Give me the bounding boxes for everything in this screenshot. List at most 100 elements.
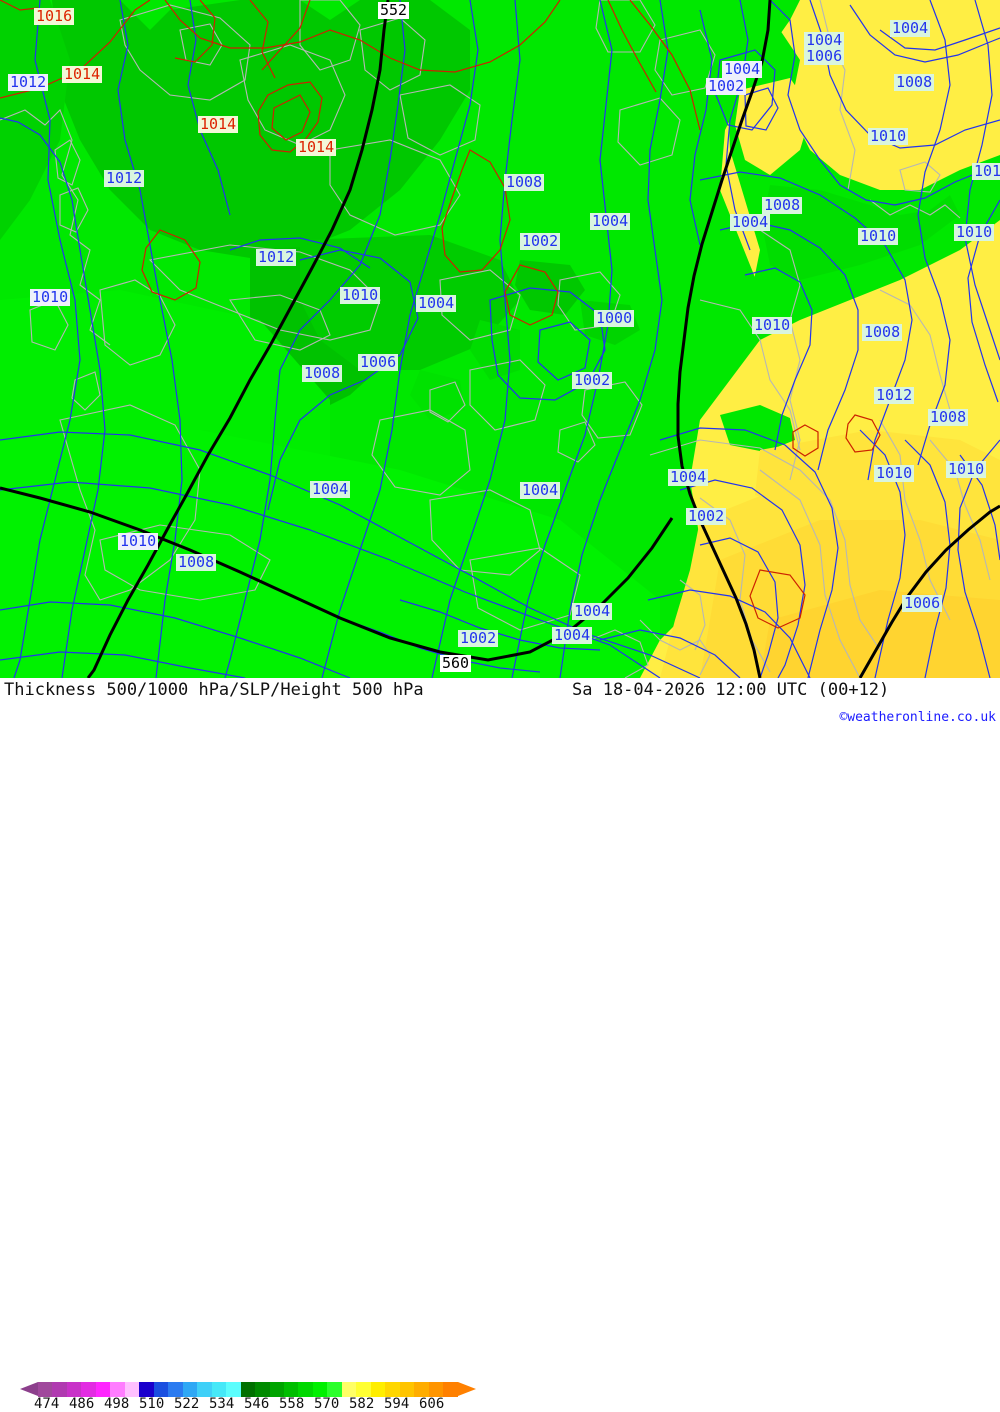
contour-label-1012-13: 1012 (104, 169, 145, 187)
contour-label-1008-30: 1008 (302, 364, 343, 382)
contour-label-1016-0: 1016 (34, 7, 75, 25)
colorbar-swatch-0 (38, 1382, 53, 1397)
contour-label-1010-27: 1010 (752, 316, 793, 334)
colorbar-tick-474: 474 (34, 1396, 60, 1412)
contour-label-1004-4: 1004 (890, 19, 931, 37)
contour-label-1000-26: 1000 (594, 309, 635, 327)
colorbar-tick-582: 582 (349, 1396, 375, 1412)
weather-map-canvas[interactable]: 1016 552 1004 1006 1004 1012 1014 1004 1002 1008 1… (0, 0, 1000, 678)
colorbar-swatch-2 (66, 1382, 82, 1397)
colorbar-swatch-10 (182, 1382, 198, 1397)
contour-label-1010-23: 1010 (340, 286, 381, 304)
coastline-layer (0, 0, 991, 678)
contour-label-1002-31: 1002 (572, 371, 613, 389)
contour-label-1008-14: 1008 (504, 173, 545, 191)
contour-label-1002-21: 1002 (520, 232, 561, 250)
colorbar-swatch-6 (124, 1382, 140, 1397)
contour-label-1010-40: 1010 (118, 532, 159, 550)
colorbar-tick-570: 570 (314, 1396, 340, 1412)
colorbar-tick-labels: 474 486 498 510 522 534 546 558 570 582 594 606 (20, 1397, 500, 1411)
contour-label-1010-35: 1010 (946, 460, 987, 478)
contour-label-1008-28: 1008 (862, 323, 903, 341)
contour-label-1006-29: 1006 (358, 353, 399, 371)
contour-label-560-46: 560 (440, 654, 472, 672)
colorbar-swatch-1 (52, 1382, 67, 1397)
colorbar-swatch-7 (139, 1382, 154, 1397)
colorbar-swatch-22 (356, 1382, 371, 1397)
chart-title: Thickness 500/1000 hPa/SLP/Height 500 hP… (4, 680, 424, 700)
colorbar-swatch-20 (327, 1382, 342, 1397)
colorbar-swatch-27 (428, 1382, 444, 1397)
colorbar-swatch-24 (385, 1382, 400, 1397)
height500-layer (0, 0, 881, 629)
colorbar-swatch-13 (226, 1382, 241, 1397)
contour-label-1008-33: 1008 (928, 408, 969, 426)
colorbar-tick-606: 606 (419, 1396, 445, 1412)
colorbar-tick-522: 522 (174, 1396, 200, 1412)
colorbar-left-arrow (20, 1382, 38, 1396)
contour-label-1008-15: 1008 (762, 196, 803, 214)
contour-label-1004-18: 1004 (730, 213, 771, 231)
contour-label-1004-45: 1004 (552, 626, 593, 644)
contour-label-1014-11: 1014 (296, 138, 337, 156)
contour-label-1008-9: 1008 (894, 73, 935, 91)
contour-label-1010-19: 1010 (858, 227, 899, 245)
colorbar-swatch-19 (312, 1382, 328, 1397)
colorbar-tick-486: 486 (69, 1396, 95, 1412)
colorbar-swatch-23 (370, 1382, 386, 1397)
colorbar-swatch-5 (110, 1382, 125, 1397)
colorbar-tick-498: 498 (104, 1396, 130, 1412)
thickness-contour-layer (0, 0, 1000, 678)
contour-label-1012-5: 1012 (8, 73, 49, 91)
copyright-credit: ©weatheronline.co.uk (839, 710, 996, 725)
colorbar-swatch-8 (153, 1382, 169, 1397)
colorbar-swatch-26 (414, 1382, 429, 1397)
yellow-fill-region (640, 0, 1000, 678)
colorbar-swatch-25 (399, 1382, 415, 1397)
contour-label-1006-3: 1006 (804, 47, 845, 65)
contour-label-1012-22: 1012 (256, 248, 297, 266)
contour-label-1002-8: 1002 (706, 77, 747, 95)
colorbar-swatch-16 (269, 1382, 284, 1397)
contour-label-1010-24: 1010 (30, 288, 71, 306)
contour-label-1010-20: 1010 (954, 223, 995, 241)
contour-label-1014-10: 1014 (198, 115, 239, 133)
contour-label-1012-32: 1012 (874, 386, 915, 404)
colorbar (20, 1382, 482, 1397)
contour-label-1002-44: 1002 (458, 629, 499, 647)
contour-label-1002-39: 1002 (686, 507, 727, 525)
colorbar-tick-546: 546 (244, 1396, 270, 1412)
contour-label-1014-6: 1014 (62, 65, 103, 83)
contour-label-1004-37: 1004 (310, 480, 351, 498)
colorbar-swatch-12 (211, 1382, 227, 1397)
contour-label-1004-43: 1004 (572, 602, 613, 620)
contour-label-1010-34: 1010 (874, 464, 915, 482)
colorbar-swatch-28 (443, 1382, 458, 1397)
thickness-fill-bands (0, 0, 660, 678)
colorbar-swatch-3 (81, 1382, 96, 1397)
contour-label-1004-17: 1004 (590, 212, 631, 230)
colorbar-swatch-15 (255, 1382, 270, 1397)
colorbar-swatch-17 (283, 1382, 299, 1397)
contour-label-1008-41: 1008 (176, 553, 217, 571)
colorbar-tick-558: 558 (279, 1396, 305, 1412)
colorbar-tick-510: 510 (139, 1396, 165, 1412)
colorbar-swatch-11 (197, 1382, 212, 1397)
contour-label-1004-25: 1004 (416, 294, 457, 312)
colorbar-swatch-9 (168, 1382, 183, 1397)
colorbar-swatch-4 (95, 1382, 111, 1397)
colorbar-swatches (38, 1382, 458, 1397)
valid-time-text: Sa 18-04-2026 12:00 UTC (00+12) (572, 680, 890, 700)
contour-label-552-1: 552 (378, 1, 410, 19)
contour-label-1010-12: 1010 (868, 127, 909, 145)
contour-label-1006-42: 1006 (902, 594, 943, 612)
colorbar-swatch-18 (298, 1382, 313, 1397)
contour-label-1004-38: 1004 (520, 481, 561, 499)
colorbar-right-arrow (458, 1382, 476, 1396)
footer-bar: Thickness 500/1000 hPa/SLP/Height 500 hP… (0, 678, 1000, 1411)
colorbar-swatch-21 (341, 1382, 357, 1397)
contour-label-101-16: 101 (972, 163, 1000, 180)
contour-label-1004-2: 1004 (804, 31, 845, 49)
colorbar-tick-534: 534 (209, 1396, 235, 1412)
